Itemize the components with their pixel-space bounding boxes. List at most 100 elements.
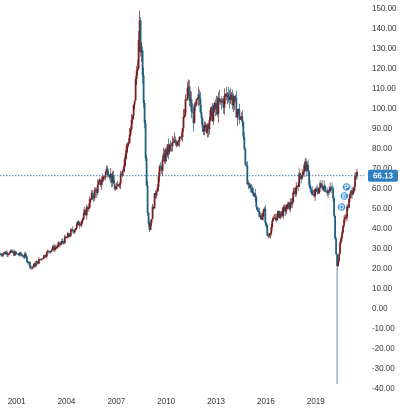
candle-body bbox=[318, 188, 321, 194]
candle-body bbox=[86, 207, 89, 209]
candle-body bbox=[225, 94, 228, 97]
candle-body bbox=[302, 172, 305, 175]
y-axis: 150.00 140.00 130.00 120.00 110.00 100.00 90.0… bbox=[372, 4, 397, 393]
candle-body bbox=[27, 261, 29, 263]
candle-body bbox=[325, 191, 328, 193]
candle-body bbox=[128, 134, 131, 143]
candle-body bbox=[75, 223, 78, 229]
candle-body bbox=[280, 211, 283, 214]
candle-body bbox=[106, 168, 109, 175]
candle-body bbox=[192, 112, 195, 123]
candle-body bbox=[76, 221, 79, 224]
candle-body bbox=[341, 232, 343, 238]
candle-body bbox=[238, 109, 241, 120]
candle-body bbox=[1, 255, 3, 256]
candle-body bbox=[87, 207, 90, 209]
candle-body bbox=[349, 194, 351, 199]
candle-body bbox=[275, 217, 278, 221]
candle-body bbox=[340, 237, 342, 243]
candle-body bbox=[149, 222, 152, 230]
candle-body bbox=[164, 149, 167, 162]
candle-body bbox=[197, 94, 200, 99]
candle-body bbox=[21, 255, 23, 256]
candle-body bbox=[214, 103, 217, 109]
candle-body bbox=[143, 102, 146, 124]
candle-body bbox=[127, 142, 130, 145]
candle-body bbox=[31, 267, 33, 268]
candle-body bbox=[245, 164, 248, 166]
candle-body bbox=[279, 213, 282, 219]
candle-body bbox=[284, 206, 287, 212]
candle-body bbox=[198, 94, 201, 99]
candle-body bbox=[293, 191, 296, 193]
candle-body bbox=[126, 144, 129, 146]
candle-body bbox=[354, 176, 356, 188]
candle-body bbox=[136, 68, 139, 71]
candle-body bbox=[168, 145, 171, 153]
candle-body bbox=[240, 116, 243, 119]
candle-body bbox=[306, 164, 309, 171]
candle-body bbox=[183, 114, 186, 117]
candle-body bbox=[16, 253, 18, 255]
event-marker bbox=[341, 182, 352, 192]
candle-body bbox=[69, 230, 72, 236]
candle-body bbox=[265, 222, 268, 226]
candle-body bbox=[63, 236, 66, 244]
candle-body bbox=[217, 98, 220, 115]
candle-body bbox=[33, 263, 35, 267]
candle-body bbox=[272, 218, 275, 221]
candle-body bbox=[85, 207, 88, 216]
candle-body bbox=[277, 211, 280, 214]
candle-body bbox=[187, 86, 190, 88]
candle-body bbox=[35, 262, 37, 267]
candle-body bbox=[191, 111, 194, 113]
candle-body bbox=[351, 190, 353, 195]
candle-body bbox=[167, 144, 170, 153]
candle-body bbox=[34, 263, 36, 267]
candle-body bbox=[49, 250, 52, 253]
candle-body bbox=[32, 266, 34, 268]
candle-body bbox=[315, 188, 318, 190]
candle-body bbox=[221, 101, 224, 102]
candle-body bbox=[267, 235, 270, 237]
candle-body bbox=[67, 233, 70, 236]
candle-body bbox=[71, 229, 74, 231]
x-tick-label: 2007 bbox=[107, 397, 125, 406]
candle-body bbox=[139, 20, 142, 53]
candle-body bbox=[5, 252, 7, 255]
candle-body bbox=[182, 116, 185, 129]
candle-body bbox=[166, 144, 169, 156]
candle-body bbox=[337, 260, 339, 266]
candle-body bbox=[212, 110, 215, 122]
candle-body bbox=[322, 187, 325, 191]
candle-body bbox=[333, 198, 335, 216]
candle-body bbox=[281, 211, 284, 217]
x-tick-label: 2013 bbox=[207, 397, 225, 406]
candle-body bbox=[305, 161, 308, 171]
candle-body bbox=[110, 173, 113, 183]
candle-body bbox=[266, 225, 269, 236]
candle-body bbox=[226, 93, 229, 97]
candle-body bbox=[211, 106, 214, 122]
candle-body bbox=[53, 247, 56, 251]
candle-body bbox=[237, 109, 240, 112]
candle-body bbox=[132, 104, 135, 116]
event-marker-label: D bbox=[339, 205, 344, 212]
candle-body bbox=[193, 104, 196, 123]
candle-body bbox=[292, 192, 295, 203]
candle-body bbox=[94, 189, 97, 191]
candle-body bbox=[122, 167, 125, 171]
candle-body bbox=[313, 194, 316, 197]
candle-body bbox=[294, 191, 297, 195]
candle-body bbox=[131, 115, 134, 120]
candle-body bbox=[115, 185, 118, 189]
candle-body bbox=[179, 136, 182, 138]
candle-body bbox=[50, 249, 53, 251]
y-tick-label: -20.00 bbox=[372, 344, 395, 353]
candle-body bbox=[161, 159, 164, 171]
candle-body bbox=[209, 110, 212, 121]
event-marker bbox=[336, 202, 347, 212]
candle-body bbox=[138, 20, 141, 41]
